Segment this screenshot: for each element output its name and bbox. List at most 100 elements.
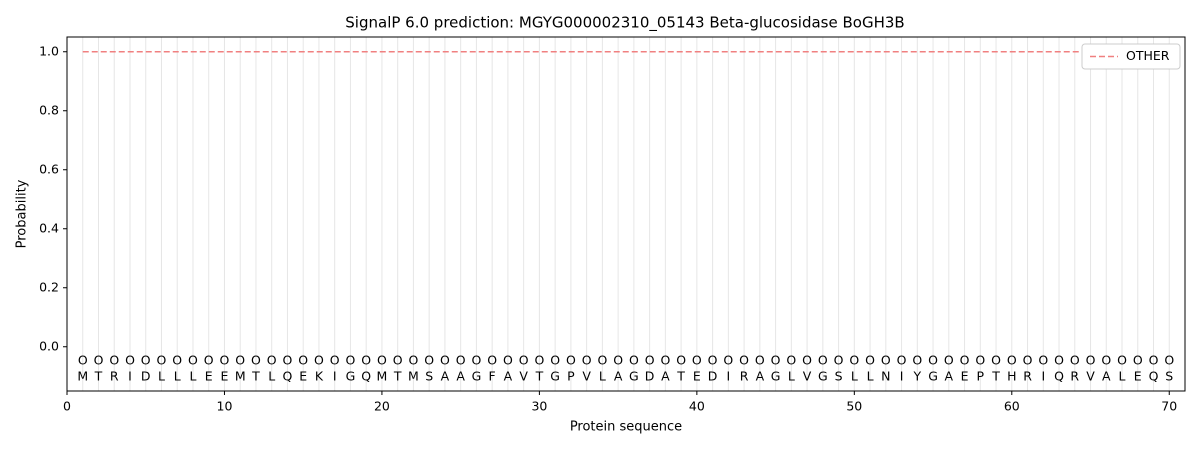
residue-letter: E: [693, 368, 701, 383]
predicted-label: O: [550, 352, 560, 367]
residue-letter: D: [141, 368, 151, 383]
predicted-label: O: [220, 352, 230, 367]
predicted-label: O: [456, 352, 466, 367]
predicted-label: O: [1164, 352, 1174, 367]
predicted-label: O: [109, 352, 119, 367]
predicted-label: O: [802, 352, 812, 367]
predicted-label: O: [361, 352, 371, 367]
legend: OTHER: [1081, 43, 1181, 70]
predicted-label: O: [582, 352, 592, 367]
residue-letter: I: [900, 368, 904, 383]
y-tick-label: 0.4: [39, 220, 59, 235]
x-tick-label: 0: [63, 399, 71, 414]
residue-letter: Q: [1054, 368, 1064, 383]
y-tick-label: 0.6: [39, 161, 59, 176]
predicted-label: O: [125, 352, 135, 367]
predicted-label: O: [692, 352, 702, 367]
predicted-label: O: [314, 352, 324, 367]
predicted-label: O: [1133, 352, 1143, 367]
residue-letter: A: [756, 368, 765, 383]
predicted-label: O: [928, 352, 938, 367]
predicted-label: O: [786, 352, 796, 367]
predicted-label: O: [267, 352, 277, 367]
residue-letter: G: [550, 368, 560, 383]
x-tick-label: 40: [689, 399, 705, 414]
residue-letter: R: [110, 368, 119, 383]
predicted-label: O: [1101, 352, 1111, 367]
predicted-label: O: [503, 352, 513, 367]
residue-letter: L: [788, 368, 795, 383]
residue-letter: I: [128, 368, 132, 383]
predicted-label: O: [755, 352, 765, 367]
residue-letter: R: [740, 368, 749, 383]
residue-letter: P: [977, 368, 985, 383]
predicted-label: O: [960, 352, 970, 367]
predicted-label: O: [660, 352, 670, 367]
residue-letter: Y: [912, 368, 921, 383]
residue-letter: G: [629, 368, 639, 383]
predicted-label: O: [818, 352, 828, 367]
predicted-label: O: [629, 352, 639, 367]
predicted-label: O: [1054, 352, 1064, 367]
chart-title: SignalP 6.0 prediction: MGYG000002310_05…: [345, 14, 904, 33]
predicted-label: O: [298, 352, 308, 367]
x-axis-label: Protein sequence: [570, 420, 682, 435]
residue-letter: Q: [361, 368, 371, 383]
predicted-label: O: [566, 352, 576, 367]
residue-letter: E: [221, 368, 229, 383]
predicted-label: O: [739, 352, 749, 367]
predicted-label: O: [519, 352, 529, 367]
predicted-label: O: [1117, 352, 1127, 367]
predicted-label: O: [283, 352, 293, 367]
predicted-label: O: [1149, 352, 1159, 367]
residue-letter: A: [1102, 368, 1111, 383]
residue-letter: S: [835, 368, 843, 383]
predicted-label: O: [991, 352, 1001, 367]
residue-letter: S: [1165, 368, 1173, 383]
predicted-label: O: [251, 352, 261, 367]
residue-letter: M: [408, 368, 419, 383]
residue-letter: D: [645, 368, 655, 383]
predicted-label: O: [346, 352, 356, 367]
residue-letter: L: [1119, 368, 1126, 383]
predicted-label: O: [78, 352, 88, 367]
predicted-label: O: [723, 352, 733, 367]
predicted-label: O: [188, 352, 198, 367]
predicted-label: O: [172, 352, 182, 367]
legend-label: OTHER: [1126, 48, 1170, 63]
residue-letter: A: [945, 368, 954, 383]
y-tick-label: 1.0: [39, 43, 59, 58]
predicted-label: O: [330, 352, 340, 367]
residue-letter: A: [504, 368, 513, 383]
residue-letter: A: [441, 368, 450, 383]
residue-letter: R: [1070, 368, 1079, 383]
legend-box: [1081, 43, 1181, 70]
predicted-label: O: [975, 352, 985, 367]
residue-letter: L: [158, 368, 165, 383]
x-tick-label: 50: [846, 399, 862, 414]
grid: [82, 37, 1170, 391]
predicted-label: O: [613, 352, 623, 367]
predicted-label: O: [881, 352, 891, 367]
residue-letter: R: [1023, 368, 1032, 383]
predicted-label: O: [1007, 352, 1017, 367]
predicted-label: O: [865, 352, 875, 367]
residue-letter: V: [582, 368, 591, 383]
residue-letter: G: [346, 368, 356, 383]
residue-letter: V: [519, 368, 528, 383]
y-tick-label: 0.2: [39, 279, 59, 294]
y-axis-label: Probability: [15, 179, 30, 248]
residue-letter: A: [661, 368, 670, 383]
predicted-label: O: [912, 352, 922, 367]
residue-letter: D: [708, 368, 718, 383]
predicted-label: O: [94, 352, 104, 367]
predicted-label: O: [235, 352, 245, 367]
residue-letter: L: [174, 368, 181, 383]
predicted-label: O: [645, 352, 655, 367]
residue-letter: L: [599, 368, 606, 383]
predicted-label: O: [409, 352, 419, 367]
residue-letter: A: [456, 368, 465, 383]
residue-letter: I: [333, 368, 337, 383]
predicted-label: O: [849, 352, 859, 367]
